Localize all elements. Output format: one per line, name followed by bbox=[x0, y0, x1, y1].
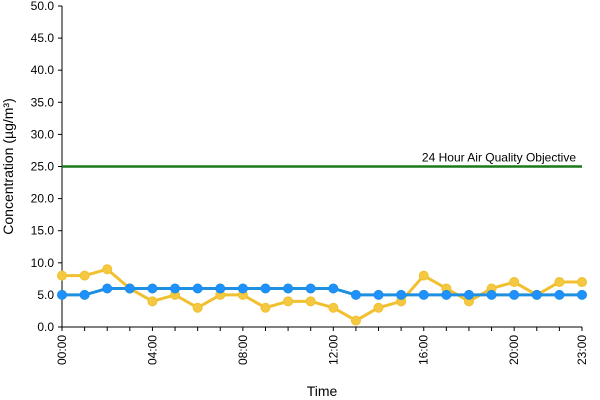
series-2-point bbox=[441, 289, 452, 300]
series-2-point bbox=[237, 283, 248, 294]
series-2-point bbox=[463, 289, 474, 300]
y-axis-ticks: 0.0 5.0 10.0 15.0 20.0 25.0 30.0 35.0 40.0 45.0 50… bbox=[31, 0, 62, 334]
series-1-point bbox=[577, 277, 587, 288]
x-axis-ticks: 00:00 04:00 08:00 12:00 16:00 20:00 23:00 bbox=[55, 327, 589, 365]
series-2-point bbox=[350, 289, 361, 300]
series-1-point bbox=[305, 296, 316, 307]
series-1-point bbox=[57, 270, 67, 281]
series-2-point bbox=[215, 283, 226, 294]
series-2-point bbox=[577, 289, 587, 300]
series-2-point bbox=[192, 283, 203, 294]
x-tick-label: 00:00 bbox=[55, 335, 69, 365]
series-2-point bbox=[486, 289, 497, 300]
y-tick-label: 45.0 bbox=[31, 31, 55, 45]
y-axis-title: Concentration (µg/m³) bbox=[0, 98, 16, 234]
series-2-point bbox=[147, 283, 158, 294]
series-1-point bbox=[509, 277, 520, 288]
series-2 bbox=[57, 283, 587, 300]
series-2-point bbox=[124, 283, 135, 294]
series-2-point bbox=[418, 289, 429, 300]
series-2-point bbox=[305, 283, 316, 294]
series-layer bbox=[57, 264, 587, 326]
series-2-point bbox=[102, 283, 113, 294]
x-tick-label: 12:00 bbox=[326, 335, 340, 365]
series-1-point bbox=[554, 277, 565, 288]
y-tick-label: 40.0 bbox=[31, 63, 55, 77]
series-1-point bbox=[192, 302, 203, 313]
series-1-point bbox=[328, 302, 339, 313]
x-tick-label: 16:00 bbox=[417, 335, 431, 365]
series-2-point bbox=[57, 289, 67, 300]
series-2-point bbox=[79, 289, 90, 300]
y-tick-label: 0.0 bbox=[37, 320, 54, 334]
y-tick-label: 30.0 bbox=[31, 127, 55, 141]
x-axis-title: Time bbox=[307, 383, 338, 399]
x-tick-label: 23:00 bbox=[575, 335, 589, 365]
x-tick-label: 20:00 bbox=[507, 335, 521, 365]
series-1-point bbox=[418, 270, 429, 281]
series-2-point bbox=[396, 289, 407, 300]
y-tick-label: 25.0 bbox=[31, 160, 55, 174]
series-2-point bbox=[260, 283, 271, 294]
y-tick-label: 50.0 bbox=[31, 0, 55, 13]
series-2-point bbox=[328, 283, 339, 294]
x-tick-label: 04:00 bbox=[145, 335, 159, 365]
series-2-point bbox=[373, 289, 384, 300]
series-2-point bbox=[531, 289, 542, 300]
y-tick-label: 5.0 bbox=[37, 288, 54, 302]
series-1-point bbox=[260, 302, 271, 313]
series-1-point bbox=[350, 315, 361, 326]
series-1-point bbox=[373, 302, 384, 313]
series-2-point bbox=[283, 283, 294, 294]
series-2-point bbox=[509, 289, 520, 300]
series-1-point bbox=[102, 264, 113, 275]
series-1-point bbox=[283, 296, 294, 307]
series-2-point bbox=[554, 289, 565, 300]
y-tick-label: 15.0 bbox=[31, 224, 55, 238]
air-quality-objective-label: 24 Hour Air Quality Objective bbox=[422, 151, 576, 165]
series-1-point bbox=[147, 296, 158, 307]
y-tick-label: 35.0 bbox=[31, 95, 55, 109]
series-1-point bbox=[79, 270, 90, 281]
plot-area: 24 Hour Air Quality Objective bbox=[57, 6, 587, 328]
series-2-point bbox=[170, 283, 181, 294]
y-tick-label: 20.0 bbox=[31, 192, 55, 206]
x-tick-label: 08:00 bbox=[236, 335, 250, 365]
y-tick-label: 10.0 bbox=[31, 256, 55, 270]
